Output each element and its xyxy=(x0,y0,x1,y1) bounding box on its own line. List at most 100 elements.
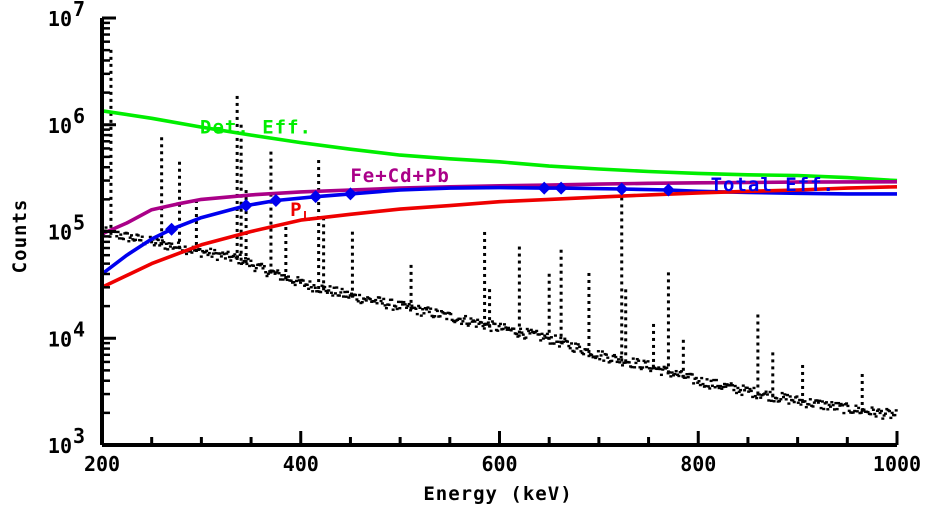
spectrum-peak-point xyxy=(517,330,521,334)
spectrum-point xyxy=(519,327,523,331)
spectrum-point xyxy=(249,259,253,262)
spectrum-point xyxy=(641,366,645,369)
spectrum-peak-point xyxy=(488,324,492,328)
spectrum-peak-point xyxy=(244,218,248,222)
spectrum-point xyxy=(410,304,414,307)
spectrum-point xyxy=(158,244,162,247)
spectrum-peak-point xyxy=(756,349,760,353)
spectrum-peak-point xyxy=(488,303,492,307)
spectrum-peak-point xyxy=(284,227,288,231)
spectrum-point xyxy=(418,306,422,310)
spectrum-point xyxy=(421,308,425,311)
spectrum-point xyxy=(506,326,510,330)
spectrum-point xyxy=(525,327,529,331)
spectrum-peak-point xyxy=(269,270,273,274)
spectrum-peak-point xyxy=(317,223,321,227)
spectrum-peak-point xyxy=(239,152,243,156)
spectrum-peak-point xyxy=(239,243,243,247)
spectrum-point xyxy=(329,291,333,294)
spectrum-peak-point xyxy=(160,193,164,197)
spectrum-point xyxy=(791,399,795,402)
spectrum-point xyxy=(160,239,164,242)
spectrum-point xyxy=(166,248,170,251)
spectrum-point xyxy=(293,283,297,287)
spectrum-peak-point xyxy=(559,319,563,323)
total-eff-marker xyxy=(661,183,675,197)
spectrum-point xyxy=(207,251,211,255)
y-tick-label: 10 xyxy=(48,434,72,458)
spectrum-point xyxy=(819,406,823,410)
spectrum-point xyxy=(630,365,634,369)
spectrum-peak-point xyxy=(771,394,775,398)
spectrum-point xyxy=(637,359,641,362)
spectrum-peak-point xyxy=(620,267,624,271)
spectrum-point xyxy=(493,322,497,326)
spectrum-point xyxy=(780,391,784,395)
spectrum-peak-point xyxy=(317,230,321,234)
spectrum-point xyxy=(596,350,600,353)
spectrum-point xyxy=(295,279,299,283)
spectrum-point xyxy=(599,354,603,357)
spectrum-peak-point xyxy=(235,186,239,190)
spectrum-peak-point xyxy=(624,289,628,293)
spectrum-point xyxy=(136,234,140,237)
spectrum-point xyxy=(281,278,285,281)
spectrum-point xyxy=(327,289,331,292)
spectrum-peak-point xyxy=(587,321,591,325)
spectrum-point xyxy=(190,251,194,254)
spectrum-point xyxy=(798,398,802,402)
spectrum-peak-point xyxy=(317,258,321,262)
spectrum-peak-point xyxy=(488,310,492,314)
spectrum-peak-point xyxy=(194,235,198,239)
spectrum-point xyxy=(796,401,800,404)
spectrum-point xyxy=(841,404,845,407)
spectrum-point xyxy=(889,416,893,420)
spectrum-point xyxy=(520,331,524,334)
spectrum-peak-point xyxy=(620,330,624,334)
spectrum-peak-point xyxy=(620,323,624,327)
spectrum-point xyxy=(331,294,335,297)
spectrum-peak-point xyxy=(160,144,164,148)
spectrum-point xyxy=(739,388,743,392)
spectrum-point xyxy=(575,347,579,350)
spectrum-peak-point xyxy=(547,294,551,298)
spectrum-peak-point xyxy=(239,222,243,226)
spectrum-point xyxy=(396,300,400,304)
spectrum-peak-point xyxy=(624,303,628,307)
spectrum-point xyxy=(795,395,799,398)
spectrum-point xyxy=(824,401,828,404)
spectrum-peak-point xyxy=(559,263,563,267)
spectrum-peak-point xyxy=(350,245,354,249)
spectrum-peak-point xyxy=(317,286,321,290)
spectrum-peak-point xyxy=(517,260,521,264)
x-tick-label: 1000 xyxy=(873,452,921,476)
spectrum-peak-point xyxy=(756,356,760,360)
spectrum-point xyxy=(855,410,859,413)
spectrum-point xyxy=(477,322,481,326)
spectrum-point xyxy=(481,324,485,328)
x-tick-label: 200 xyxy=(84,452,120,476)
spectrum-peak-point xyxy=(109,210,113,214)
spectrum-peak-point xyxy=(652,351,656,355)
spectrum-point xyxy=(600,350,604,353)
spectrum-point xyxy=(759,396,763,399)
spectrum-peak-point xyxy=(317,265,321,269)
spectrum-peak-point xyxy=(666,356,670,360)
spectrum-peak-point xyxy=(178,168,182,172)
spectrum-peak-point xyxy=(350,273,354,277)
spectrum-point xyxy=(453,320,457,324)
spectrum-point xyxy=(658,367,662,371)
x-tick-label: 800 xyxy=(680,452,716,476)
spectrum-peak-point xyxy=(620,344,624,348)
spectrum-point xyxy=(466,324,470,327)
spectrum-point xyxy=(274,271,278,274)
spectrum-point xyxy=(419,314,423,317)
spectrum-point xyxy=(222,252,226,256)
spectrum-point xyxy=(686,375,690,379)
spectrum-point xyxy=(604,353,608,356)
spectrum-peak-point xyxy=(178,238,182,242)
spectrum-peak-point xyxy=(860,387,864,391)
spectrum-peak-point xyxy=(652,337,656,341)
spectrum-peak-point xyxy=(235,137,239,141)
spectrum-peak-point xyxy=(756,377,760,381)
